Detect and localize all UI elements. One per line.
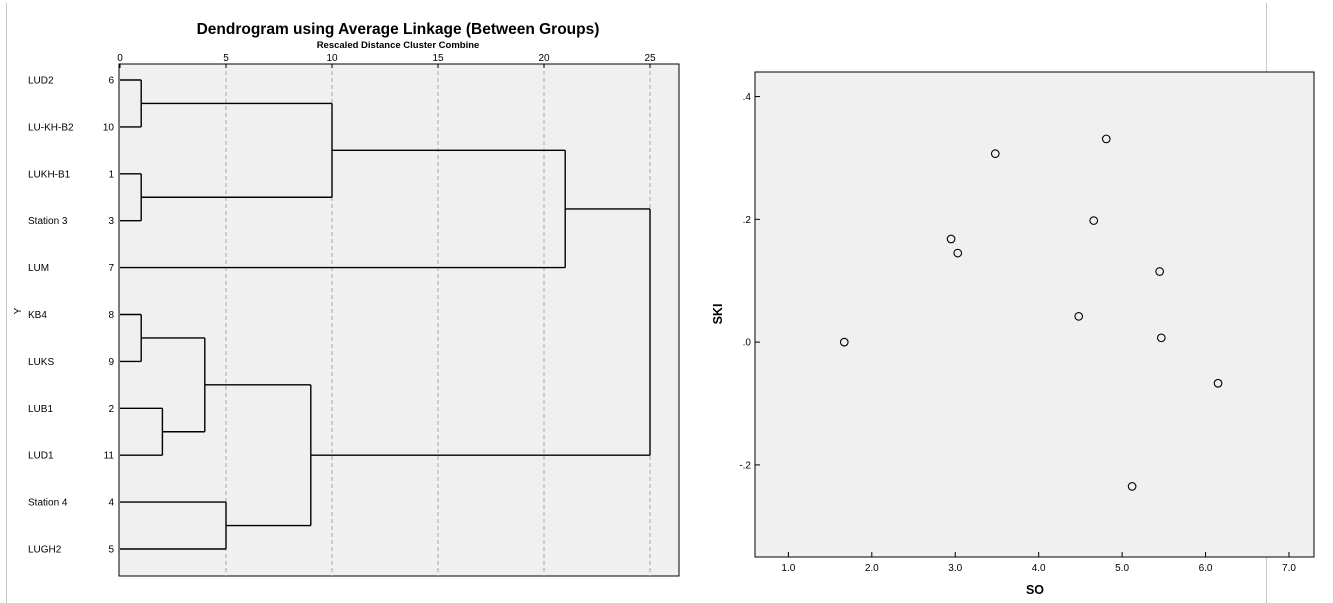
scatter-x-tick-label: 7.0 — [1282, 563, 1296, 574]
dendrogram-leaf-case-number: 5 — [108, 545, 114, 556]
dendrogram-leaf-case-number: 11 — [104, 451, 115, 462]
scatter-point — [1156, 333, 1166, 343]
scatter-point — [1213, 378, 1223, 388]
scatter-x-tick-label: 1.0 — [781, 563, 795, 574]
scatter-point — [839, 337, 849, 347]
dendrogram-leaf-label: LUD2 — [28, 76, 54, 87]
dendrogram-plot-area — [118, 63, 680, 577]
dendrogram-leaf-label: LUKH-B1 — [28, 169, 71, 180]
scatter-points — [839, 134, 1223, 491]
dendrogram-leaf-label: LUKS — [28, 357, 54, 368]
dendrogram-leaf-case-number: 3 — [108, 216, 114, 227]
scatter-x-tick-label: 6.0 — [1199, 563, 1213, 574]
dendrogram-leaf-label: Station 3 — [28, 216, 68, 227]
scatter-point — [1155, 267, 1164, 276]
dendrogram-leaf-label: LU-KH-B2 — [28, 122, 74, 133]
dendrogram-leaf-case-number: 1 — [108, 169, 114, 180]
scatter-x-tick-label: 3.0 — [948, 563, 962, 574]
scatter-y-tick-label: .4 — [743, 92, 752, 103]
scatter-x-tick-label: 2.0 — [865, 563, 879, 574]
dendrogram-leaf-label: LUD1 — [28, 451, 54, 462]
dendrogram-leaf-case-number: 2 — [108, 404, 114, 415]
scatter-point — [946, 234, 956, 244]
dendrogram-leaf-label: KB4 — [28, 310, 47, 321]
dendrogram-x-tick-label: 5 — [223, 53, 229, 64]
scatter-point — [1127, 482, 1137, 491]
dendrogram-panel: Dendrogram using Average Linkage (Betwee… — [13, 21, 680, 577]
scatter-axes: 1.0 2.0 3.0 4.0 5.0 6.0 7.0 .4 .2 .0 -.2 — [739, 92, 1296, 574]
dendrogram-x-tick-label: 25 — [644, 53, 656, 64]
dendrogram-tree — [120, 79, 651, 550]
scatter-y-tick-label: .0 — [743, 338, 752, 349]
dendrogram-leaf-label: LUM — [28, 263, 49, 274]
dendrogram-leaf-case-number: 7 — [108, 263, 114, 274]
scatter-x-axis-label: SO — [1026, 583, 1044, 597]
dendrogram-x-ticks: 0 5 10 15 20 25 — [117, 53, 656, 68]
scatter-point — [1101, 134, 1111, 144]
dendrogram-leaf-case-number: 9 — [108, 357, 114, 368]
dendrogram-x-tick-label: 0 — [117, 53, 123, 64]
dendrogram-x-tick-label: 15 — [432, 53, 444, 64]
scatter-point — [1074, 311, 1084, 321]
dendrogram-x-tick-label: 10 — [326, 53, 338, 64]
dendrogram-leaf-case-number: 4 — [108, 498, 114, 509]
dendrogram-x-tick-label: 20 — [538, 53, 550, 64]
dendrogram-subtitle: Rescaled Distance Cluster Combine — [317, 40, 480, 51]
scatter-point — [1089, 216, 1099, 225]
scatter-plot-area — [754, 71, 1315, 558]
dendrogram-leaf-label: Station 4 — [28, 498, 68, 509]
scatter-point — [990, 149, 1000, 159]
scatter-y-tick-label: .2 — [743, 215, 752, 226]
scatter-y-tick-label: -.2 — [739, 460, 751, 471]
scatter-panel: 1.0 2.0 3.0 4.0 5.0 6.0 7.0 .4 .2 .0 -.2 SO SKI — [711, 71, 1315, 597]
dendrogram-leaf-case-number: 10 — [103, 122, 115, 133]
dendrogram-title: Dendrogram using Average Linkage (Betwee… — [197, 21, 600, 38]
scatter-x-tick-label: 4.0 — [1032, 563, 1046, 574]
dendrogram-leaf-case-number: 6 — [108, 76, 114, 87]
dendrogram-leaf-label: LUB1 — [28, 404, 53, 415]
dendrogram-side-label: Y — [13, 307, 24, 314]
dendrogram-leaf-labels: LUD2 6 LU-KH-B2 10 LUKH-B1 1 Station 3 3 LUM 7 KB4… — [28, 76, 114, 556]
dendrogram-leaf-label: LUGH2 — [28, 545, 62, 556]
scatter-x-tick-label: 5.0 — [1115, 563, 1129, 574]
dendrogram-leaf-case-number: 8 — [108, 310, 114, 321]
scatter-point — [953, 248, 963, 258]
scatter-y-axis-label: SKI — [711, 304, 725, 325]
